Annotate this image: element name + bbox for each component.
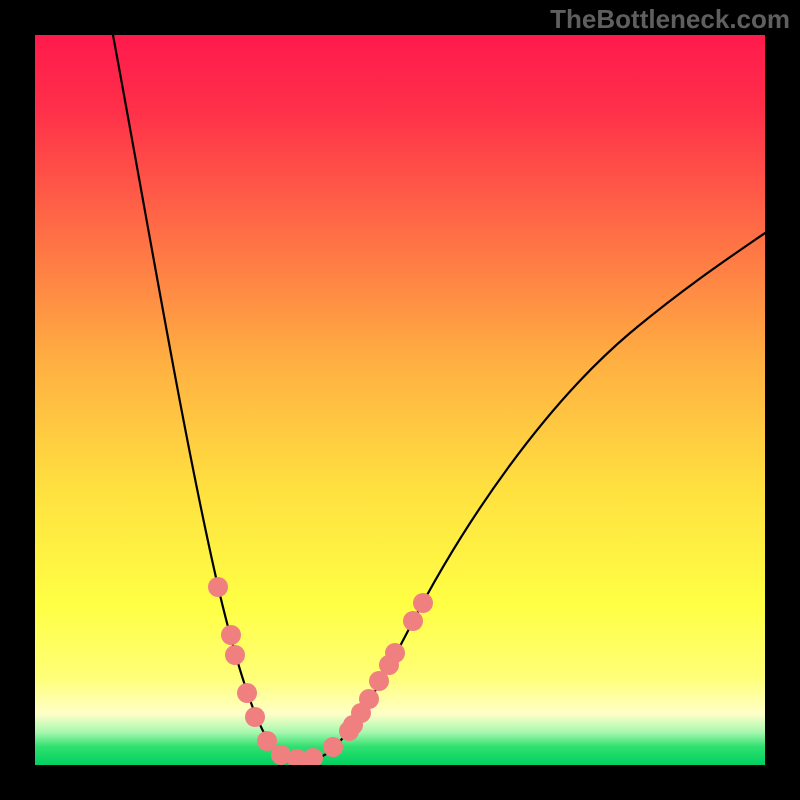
marker-point: [245, 707, 265, 727]
marker-point: [323, 737, 343, 757]
plot-area: [35, 35, 765, 765]
marker-point: [208, 577, 228, 597]
chart-container: TheBottleneck.com: [0, 0, 800, 800]
marker-point: [385, 643, 405, 663]
watermark-text: TheBottleneck.com: [550, 4, 790, 35]
marker-point: [225, 645, 245, 665]
marker-point: [413, 593, 433, 613]
bottleneck-curve: [113, 35, 765, 761]
marker-point: [359, 689, 379, 709]
marker-point: [303, 748, 323, 765]
marker-point: [221, 625, 241, 645]
marker-point: [403, 611, 423, 631]
curve-layer: [35, 35, 765, 765]
markers-group: [208, 577, 433, 765]
marker-point: [237, 683, 257, 703]
